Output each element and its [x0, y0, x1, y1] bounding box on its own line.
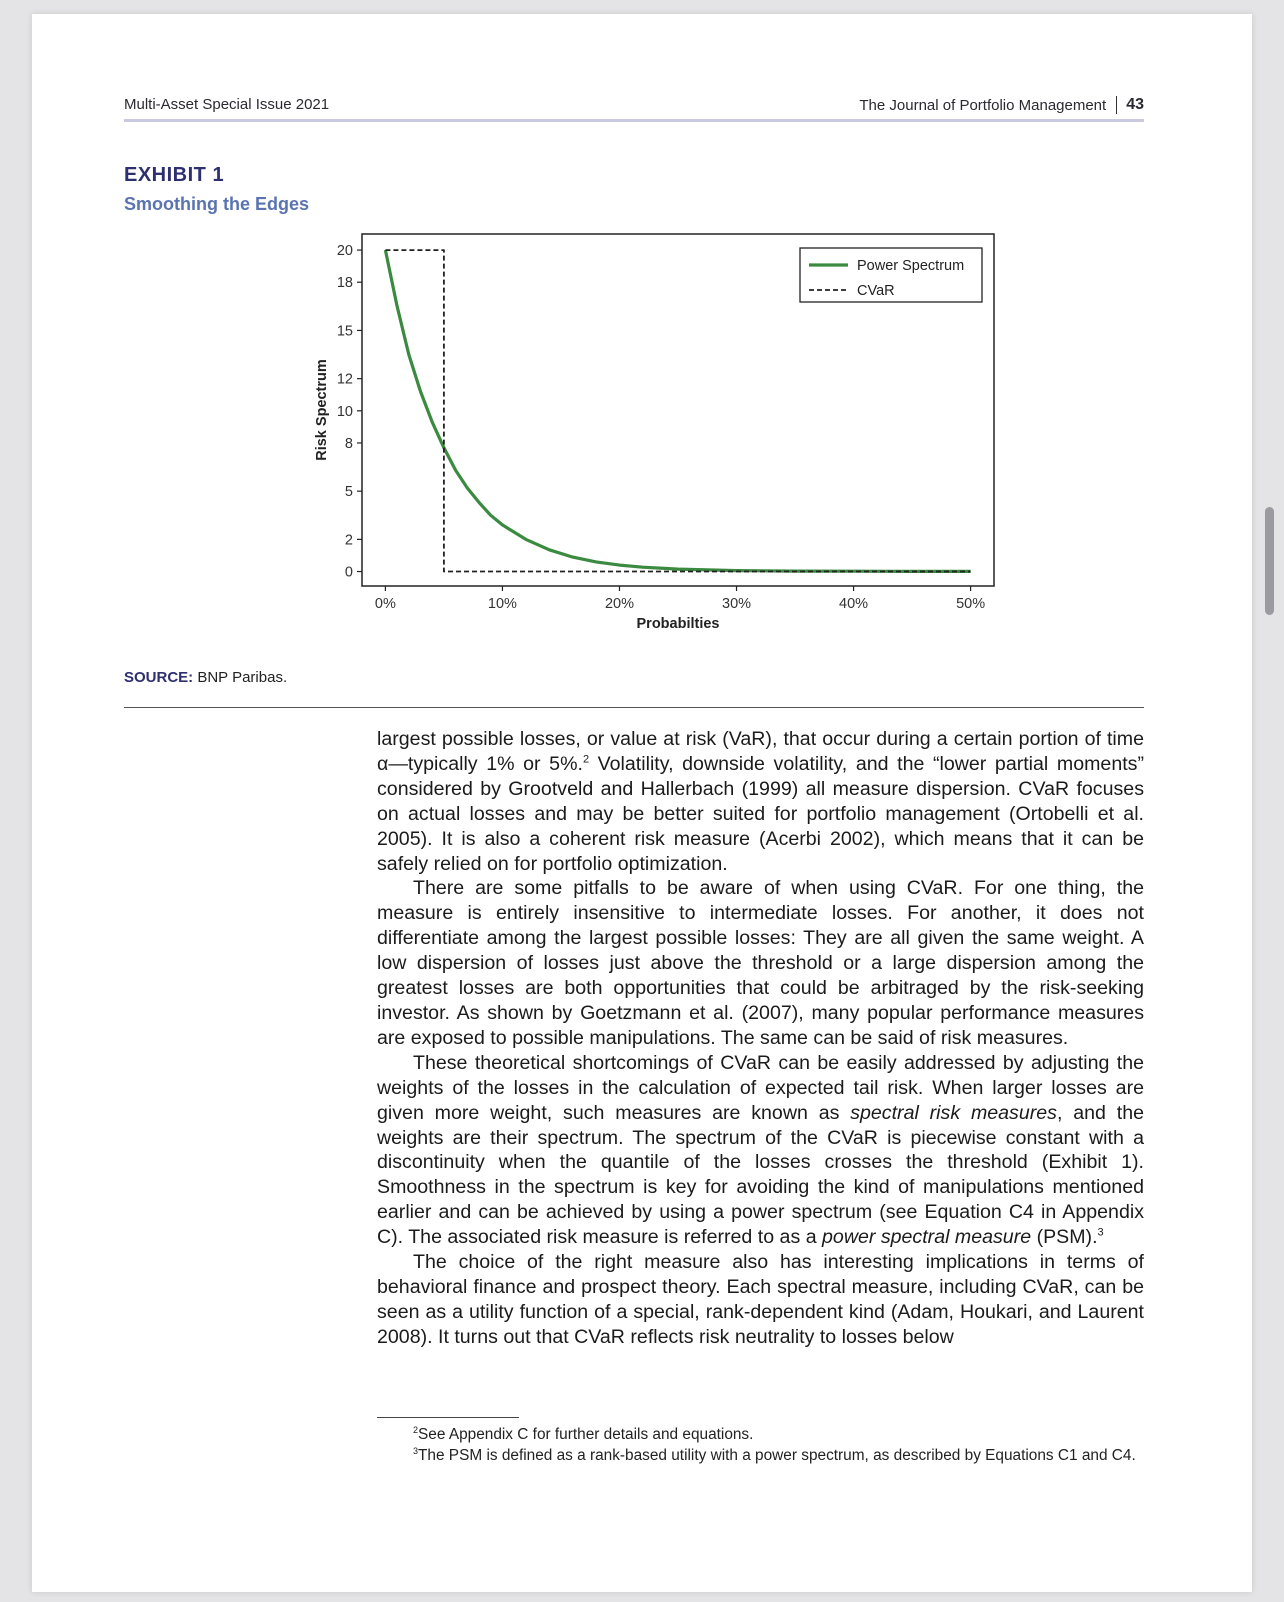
x-tick-label: 30%: [722, 596, 751, 612]
footnote-divider: [377, 1417, 519, 1418]
term-power-spectral-measure: power spectral measure: [822, 1226, 1032, 1249]
paragraph-1-text-b: Volatility, downside volatility, and the…: [377, 752, 1144, 875]
footnote-2-text: See Appendix C for further details and e…: [418, 1426, 754, 1443]
footnote-ref-3[interactable]: 3: [1097, 1226, 1104, 1239]
scrollbar-thumb[interactable]: [1265, 507, 1274, 615]
x-tick-label: 20%: [605, 596, 634, 612]
y-axis-title: Risk Spectrum: [314, 359, 330, 461]
issue-name: Multi-Asset Special Issue 2021: [124, 96, 330, 113]
source-note: SOURCE: BNP Paribas.: [124, 669, 287, 686]
y-tick-label: 20: [337, 243, 353, 259]
footnote-2: 2See Appendix C for further details and …: [377, 1424, 1144, 1445]
paragraph-4: The choice of the right measure also has…: [377, 1251, 1144, 1348]
x-tick-label: 0%: [375, 596, 396, 612]
footnotes: 2See Appendix C for further details and …: [377, 1424, 1144, 1466]
y-tick-label: 12: [337, 372, 353, 388]
x-tick-label: 50%: [956, 596, 985, 612]
paragraph-3: These theoretical shortcomings of CVaR c…: [377, 1051, 1144, 1250]
term-spectral-risk-measures: spectral risk measures: [850, 1101, 1057, 1124]
page-number: 43: [1126, 96, 1144, 113]
source-label: SOURCE:: [124, 669, 194, 686]
header-separator: [1116, 96, 1118, 114]
y-tick-label: 2: [345, 532, 353, 548]
paragraph-2: There are some pitfalls to be aware of w…: [377, 877, 1144, 1049]
journal-name: The Journal of Portfolio Management: [859, 96, 1107, 114]
y-tick-label: 15: [337, 323, 353, 339]
source-text: BNP Paribas.: [197, 669, 288, 686]
footnote-3-number: 3: [413, 1445, 419, 1456]
y-tick-label: 18: [337, 275, 353, 291]
plot-frame: [361, 233, 995, 587]
paragraph-1-text-a: largest possible losses, or value at ris…: [377, 728, 1144, 775]
journal-page-ref: The Journal of Portfolio Management 43: [859, 96, 1144, 114]
running-head: Multi-Asset Special Issue 2021 The Journ…: [124, 80, 1144, 122]
paragraph-3-text-b: , and the weights are their spectrum. Th…: [377, 1101, 1145, 1249]
x-tick-label: 40%: [839, 596, 868, 612]
legend-label: Power Spectrum: [857, 258, 964, 274]
legend-label: CVaR: [857, 283, 895, 299]
paragraph-3-text-c: (PSM).: [1031, 1226, 1098, 1249]
exhibit-title: Smoothing the Edges: [124, 194, 310, 214]
legend-box: [799, 247, 983, 303]
exhibit-label: EXHIBIT 1: [124, 164, 225, 186]
x-tick-label: 10%: [488, 596, 517, 612]
footnote-2-number: 2: [413, 1424, 419, 1435]
footnote-3-text: The PSM is defined as a rank-based utili…: [418, 1447, 1136, 1464]
footnote-ref-2[interactable]: 2: [582, 753, 590, 766]
article-body: largest possible losses, or value at ris…: [377, 727, 1144, 1350]
exhibit-divider: [124, 707, 1144, 708]
journal-page: Multi-Asset Special Issue 2021 The Journ…: [32, 14, 1252, 1592]
x-axis-title: Probabilties: [637, 616, 720, 632]
paragraph-1: largest possible losses, or value at ris…: [377, 727, 1144, 876]
y-tick-label: 5: [345, 484, 353, 500]
y-tick-label: 0: [345, 565, 353, 581]
risk-spectrum-chart: 0 2 5 8 10 12 15 18 20 0% 10% 20% 30% 40% 50% Probabilt…: [314, 233, 995, 632]
footnote-3: 3The PSM is defined as a rank-based util…: [377, 1445, 1144, 1466]
y-tick-label: 10: [337, 404, 353, 420]
paragraph-3-text-a: These theoretical shortcomings of CVaR c…: [377, 1051, 1144, 1124]
y-tick-label: 8: [345, 436, 353, 452]
cvar-series-line: [385, 249, 971, 573]
